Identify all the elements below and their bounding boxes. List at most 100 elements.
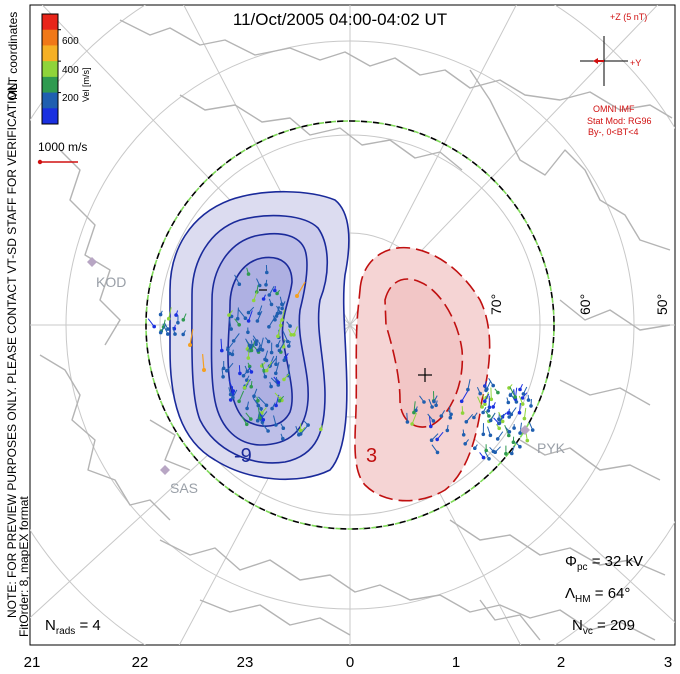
velocity-vector-origin [448,415,453,420]
velocity-vector-origin [510,451,514,456]
colorbar-border [41,13,59,125]
velocity-vector-origin [245,378,249,383]
contour-label-negative: -9 [234,445,252,467]
imf-z-label: +Z (5 nT) [610,12,648,22]
velocity-vector-origin [511,440,516,445]
mlt-label-23: 23 [236,654,254,671]
velocity-vector [275,361,280,374]
velocity-vector-origin [278,311,283,315]
velocity-vector-origin [280,306,284,311]
velocity-vector-origin [158,312,163,317]
colorbar-segment [42,92,58,109]
velocity-vector-origin [249,370,254,374]
velocity-vector-origin [497,421,502,425]
velocity-vector [268,316,276,328]
velocity-vector-origin [247,343,252,348]
velocity-vector-origin [298,432,303,436]
velocity-vector-origin [489,397,494,402]
velocity-vector-origin [486,409,491,413]
velocity-vector-origin [504,451,508,456]
velocity-vector-origin [266,429,270,433]
colorbar-label: Vel [m/s] [81,67,91,102]
velocity-vector [504,425,510,436]
stat-nvc: Nvc = 209 [572,617,635,637]
velocity-vector-origin [260,411,264,415]
velocity-vector [256,310,263,322]
velocity-vector-origin [463,442,468,446]
velocity-vector-origin [231,339,236,343]
velocity-vector-origin [295,294,299,298]
velocity-vector-origin [258,416,262,420]
colorbar-segment [42,45,58,62]
velocity-vector-origin [166,332,170,336]
velocity-vector-origin [520,402,525,406]
velocity-vector-origin [514,400,519,404]
velocity-vector-origin [525,438,530,443]
velocity-vector-origin [230,352,235,357]
velocity-vector [461,390,469,402]
velocity-vector-origin [429,438,434,443]
velocity-vector-origin [229,327,233,331]
velocity-vector-origin [526,398,531,402]
mlt-label-2: 2 [556,654,566,671]
velocity-vector [287,364,290,376]
mlt-label-1: 1 [451,654,461,671]
velocity-vector-origin [488,433,493,438]
velocity-vector-origin [439,414,444,418]
velocity-vector-origin [497,426,502,431]
velocity-vector [237,307,239,319]
velocity-vector-origin [491,405,496,409]
velocity-vector-origin [264,283,268,287]
velocity-vector-origin [263,374,268,379]
velocity-vector-origin [242,386,247,390]
velocity-vector-origin [266,339,271,344]
velocity-vector-origin [227,351,232,356]
velocity-vector-origin [274,423,278,427]
velocity-vector-origin [249,348,254,353]
velocity-vector-origin [518,431,522,435]
velocity-vector-origin [459,399,464,404]
velocity-vector-origin [481,455,486,460]
imf-y-label: +Y [630,58,642,68]
velocity-vector-origin [472,415,476,420]
velocity-vector-origin [166,316,171,321]
velocity-vector-origin [274,371,278,376]
velocity-vector-origin [506,411,511,415]
imf-model: Stat Mod: RG96 [587,116,652,126]
lat-label-50: 50° [654,293,670,315]
velocity-vector-origin [257,283,262,288]
velocity-vector [258,396,267,406]
velocity-vector-origin [422,400,426,404]
velocity-vector-origin [228,398,233,402]
velocity-vector-origin [269,384,273,389]
velocity-vector-origin [483,402,487,407]
stat-nrads: Nrads = 4 [45,617,101,637]
velocity-vector-origin [487,414,491,418]
velocity-vector-origin [275,291,279,296]
velocity-vector [300,424,309,435]
velocity-vector-origin [478,391,483,396]
imf-condition: By-, 0<BT<4 [588,127,639,137]
velocity-vector-origin [255,319,260,323]
velocity-vector-origin [496,390,500,395]
velocity-vector-origin [517,410,522,415]
velocity-vector-origin [449,412,453,417]
velocity-vector-origin [488,418,493,423]
velocity-vector-origin [249,384,253,389]
fit-order-note: FitOrder: 8, mapEX format [17,496,31,637]
velocity-vector-origin [227,313,231,317]
velocity-vector [278,339,286,351]
velocity-vector-origin [225,368,229,373]
mlt-label-3: 3 [663,654,673,671]
velocity-vector-origin [270,406,274,411]
contour-label-positive: 3 [366,445,377,467]
velocity-vector-origin [257,311,261,316]
velocity-vector-origin [464,420,469,424]
velocity-vector-origin [176,320,180,325]
velocity-vector [413,401,416,413]
vector-scale [37,159,78,165]
imf-source: OMNI IMF [593,104,635,114]
velocity-vector-origin [252,394,256,399]
velocity-vector-origin [173,332,177,336]
velocity-vector-origin [429,424,433,429]
